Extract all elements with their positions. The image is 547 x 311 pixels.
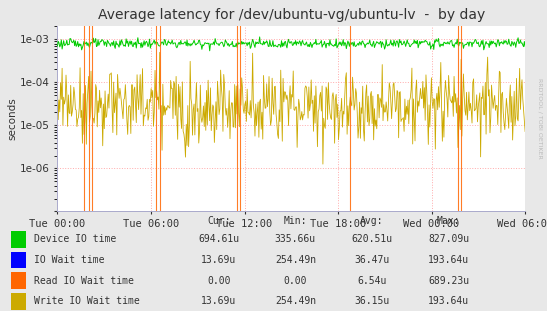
Text: 254.49n: 254.49n	[275, 296, 316, 306]
Text: 0.00: 0.00	[207, 276, 230, 285]
Text: 0.00: 0.00	[284, 276, 307, 285]
Text: Min:: Min:	[284, 216, 307, 226]
Text: 689.23u: 689.23u	[428, 276, 469, 285]
Text: 13.69u: 13.69u	[201, 296, 236, 306]
Text: 36.47u: 36.47u	[354, 255, 389, 265]
Text: 193.64u: 193.64u	[428, 296, 469, 306]
Text: 694.61u: 694.61u	[198, 234, 240, 244]
Title: Average latency for /dev/ubuntu-vg/ubuntu-lv  -  by day: Average latency for /dev/ubuntu-vg/ubunt…	[98, 8, 485, 22]
Y-axis label: seconds: seconds	[7, 98, 17, 140]
Text: RRDTOOL / TOBI OETIKER: RRDTOOL / TOBI OETIKER	[538, 78, 543, 159]
Text: Device IO time: Device IO time	[34, 234, 117, 244]
Text: 827.09u: 827.09u	[428, 234, 469, 244]
Text: 193.64u: 193.64u	[428, 255, 469, 265]
Text: Max:: Max:	[437, 216, 460, 226]
Text: Cur:: Cur:	[207, 216, 230, 226]
Text: 335.66u: 335.66u	[275, 234, 316, 244]
Text: IO Wait time: IO Wait time	[34, 255, 105, 265]
Text: Avg:: Avg:	[360, 216, 383, 226]
Text: Read IO Wait time: Read IO Wait time	[34, 276, 135, 285]
FancyBboxPatch shape	[11, 272, 26, 289]
Text: 36.15u: 36.15u	[354, 296, 389, 306]
Text: Write IO Wait time: Write IO Wait time	[34, 296, 140, 306]
Text: 6.54u: 6.54u	[357, 276, 387, 285]
FancyBboxPatch shape	[11, 231, 26, 248]
FancyBboxPatch shape	[11, 293, 26, 309]
Text: 620.51u: 620.51u	[351, 234, 393, 244]
FancyBboxPatch shape	[11, 252, 26, 268]
Text: 13.69u: 13.69u	[201, 255, 236, 265]
Text: 254.49n: 254.49n	[275, 255, 316, 265]
